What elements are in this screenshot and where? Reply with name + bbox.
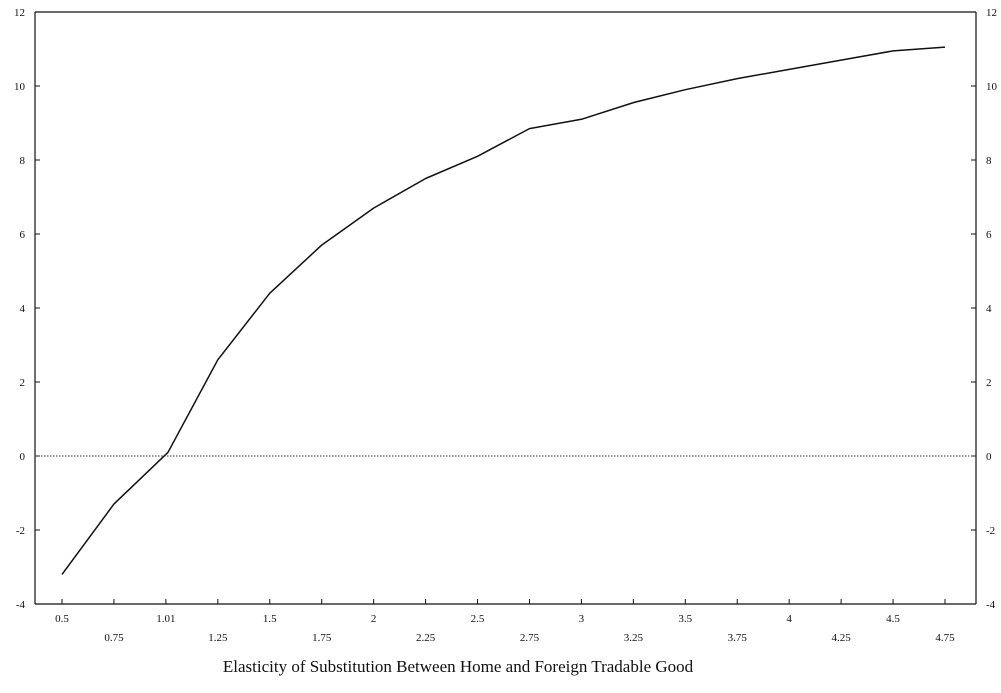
- x-tick-label: 1.25: [208, 632, 228, 644]
- y-tick-label: 8: [20, 155, 26, 167]
- x-tick-label: 2: [371, 613, 377, 625]
- x-tick-label: 3.25: [624, 632, 644, 644]
- x-tick-label: 4: [786, 613, 792, 625]
- y-tick-label: 8: [986, 155, 992, 167]
- y-tick-label: -4: [986, 599, 996, 611]
- x-tick-label: 3.5: [678, 613, 692, 625]
- x-tick-label: 0.5: [55, 613, 69, 625]
- y-tick-label: 0: [20, 451, 26, 463]
- y-tick-label: 0: [986, 451, 992, 463]
- x-tick-label: 0.75: [104, 632, 124, 644]
- y-tick-label: 12: [986, 7, 997, 19]
- x-tick-label: 1.01: [156, 613, 175, 625]
- y-tick-label: 10: [986, 81, 998, 93]
- x-tick-label: 1.5: [263, 613, 277, 625]
- y-tick-labels-right: -4 -2 0 2 4 6 8 10 12: [986, 7, 998, 611]
- y-tick-label: -2: [986, 525, 995, 537]
- x-tick-label: 4.5: [886, 613, 900, 625]
- y-tick-label: 10: [14, 81, 26, 93]
- y-tick-label: 4: [986, 303, 992, 315]
- x-tick-label: 3.75: [728, 632, 748, 644]
- x-tick-label: 3: [579, 613, 585, 625]
- y-tick-label: 6: [20, 229, 26, 241]
- x-tick-label: 4.25: [831, 632, 851, 644]
- y-tick-label: 6: [986, 229, 992, 241]
- series-group: [61, 46, 946, 575]
- axis-ticks: [35, 11, 976, 605]
- y-tick-label: 4: [20, 303, 26, 315]
- x-tick-labels: 0.5 0.75 1.01 1.25 1.5 1.75 2 2.25 2.5 2.75 3 3.25 3…: [55, 613, 955, 644]
- x-tick-label: 2.25: [416, 632, 436, 644]
- x-tick-label: 1.75: [312, 632, 332, 644]
- x-tick-label: 2.75: [520, 632, 540, 644]
- y-tick-label: 2: [986, 377, 992, 389]
- y-tick-labels-left: -4 -2 0 2 4 6 8 10 12: [14, 7, 26, 611]
- y-tick-label: 12: [14, 7, 25, 19]
- x-tick-label: 2.5: [471, 613, 485, 625]
- y-tick-label: -4: [16, 599, 26, 611]
- y-tick-label: -2: [16, 525, 25, 537]
- x-axis-title: Elasticity of Substitution Between Home …: [223, 657, 694, 676]
- series-line: [61, 46, 946, 575]
- x-tick-label: 4.75: [935, 632, 955, 644]
- y-tick-label: 2: [20, 377, 26, 389]
